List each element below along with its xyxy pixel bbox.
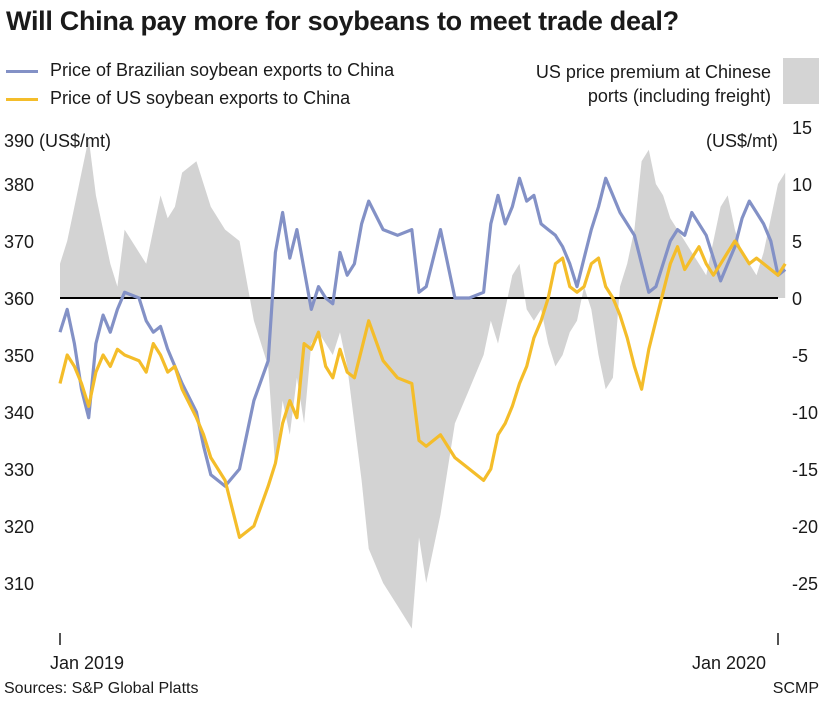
x-tick-label: Jan 2020 bbox=[692, 653, 766, 673]
left-tick-label: 350 bbox=[4, 346, 34, 366]
legend-label-us: Price of US soybean exports to China bbox=[50, 88, 351, 108]
left-tick-label: 370 bbox=[4, 232, 34, 252]
chart-title: Will China pay more for soybeans to meet… bbox=[6, 6, 679, 36]
series-line-brazil bbox=[58, 176, 787, 488]
right-axis-unit-label: (US$/mt) bbox=[706, 131, 778, 151]
legend-swatch-premium bbox=[783, 58, 819, 104]
left-tick-label: 340 bbox=[4, 403, 34, 423]
series-line-us bbox=[58, 239, 787, 540]
right-tick-label: -25 bbox=[792, 574, 818, 594]
left-tick-label: 320 bbox=[4, 517, 34, 537]
credit-label: SCMP bbox=[772, 680, 819, 697]
left-tick-label: 380 bbox=[4, 175, 34, 195]
right-tick-label: 15 bbox=[792, 118, 812, 138]
left-axis-unit-label: 390 (US$/mt) bbox=[4, 131, 111, 151]
right-tick-label: -5 bbox=[792, 346, 808, 366]
legend-swatch-brazil bbox=[6, 69, 38, 73]
legend-label-brazil: Price of Brazilian soybean exports to Ch… bbox=[50, 60, 395, 80]
x-tick-label: Jan 2019 bbox=[50, 653, 124, 673]
legend-swatch-us bbox=[6, 97, 38, 101]
right-tick-label: -10 bbox=[792, 403, 818, 423]
left-tick-label: 330 bbox=[4, 460, 34, 480]
right-tick-label: 5 bbox=[792, 232, 802, 252]
left-tick-label: 360 bbox=[4, 289, 34, 309]
legend-label-premium-line2: ports (including freight) bbox=[587, 86, 771, 106]
right-tick-label: -15 bbox=[792, 460, 818, 480]
legend-item-premium: US price premium at Chinese ports (inclu… bbox=[536, 60, 771, 108]
legend-item-us: Price of US soybean exports to China bbox=[6, 88, 350, 109]
premium-area bbox=[60, 138, 786, 629]
right-tick-label: 0 bbox=[792, 289, 802, 309]
legend-label-premium-line1: US price premium at Chinese bbox=[535, 62, 771, 82]
source-note: Sources: S&P Global Platts bbox=[4, 680, 199, 697]
left-tick-label: 310 bbox=[4, 574, 34, 594]
right-tick-label: -20 bbox=[792, 517, 818, 537]
right-tick-label: 10 bbox=[792, 175, 812, 195]
legend-item-brazil: Price of Brazilian soybean exports to Ch… bbox=[6, 60, 394, 81]
